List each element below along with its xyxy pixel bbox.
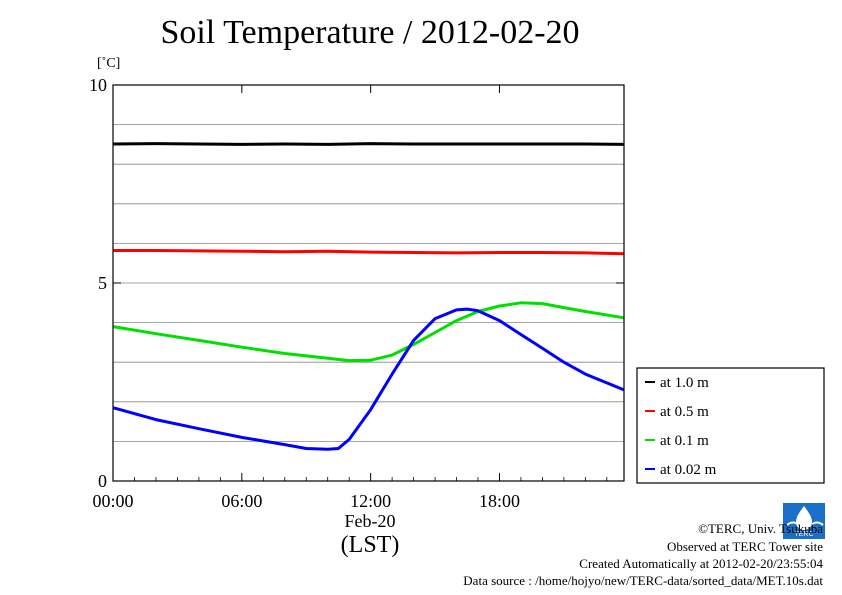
y-axis-unit-label: [˚C] xyxy=(97,56,121,71)
legend-label-0: at 1.0 m xyxy=(660,375,709,391)
legend-label-1: at 0.5 m xyxy=(660,404,709,420)
x-tick-label: 00:00 xyxy=(92,491,133,511)
footer-data-source: Data source : /home/hojyo/new/TERC-data/… xyxy=(463,573,823,588)
terc-logo-icon: TERC xyxy=(783,503,825,539)
chart-title: Soil Temperature / 2012-02-20 xyxy=(160,14,580,51)
footer-copyright: ©TERC, Univ. Tsukuba xyxy=(698,521,823,536)
footer-created: Created Automatically at 2012-02-20/23:5… xyxy=(579,556,823,571)
x-tick-label: 06:00 xyxy=(221,491,262,511)
series-line-3 xyxy=(112,307,625,451)
y-tick-label: 10 xyxy=(89,75,107,95)
x-axis-date-label: Feb-20 xyxy=(344,511,396,531)
series-line-2 xyxy=(112,301,625,363)
x-axis-timezone-label: (LST) xyxy=(340,532,400,558)
y-tick-label: 0 xyxy=(98,471,107,491)
data-series xyxy=(112,142,625,451)
series-line-0 xyxy=(112,142,625,146)
x-tick-label: 12:00 xyxy=(350,491,391,511)
logo-text: TERC xyxy=(794,531,813,538)
legend-label-3: at 0.02 m xyxy=(660,462,717,478)
x-tick-label: 18:00 xyxy=(479,491,520,511)
legend-label-2: at 0.1 m xyxy=(660,433,709,449)
legend-box xyxy=(636,367,825,484)
legend: at 1.0 m at 0.5 m at 0.1 m at 0.02 m xyxy=(636,367,825,484)
series-line-1 xyxy=(113,249,625,256)
axis-ticks: 0 5 10 00:00 06:00 12:00 18:00 xyxy=(89,75,624,511)
grid-lines xyxy=(113,124,624,442)
y-tick-label: 5 xyxy=(98,273,107,293)
footer-observed: Observed at TERC Tower site xyxy=(666,539,823,554)
